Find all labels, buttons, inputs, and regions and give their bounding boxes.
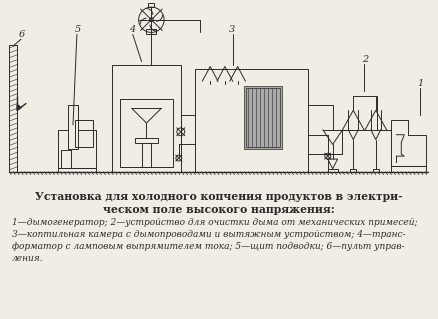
Bar [350,169,356,172]
Bar [146,29,156,34]
Text: 1—дымогенератор; 2—устройство для очистки дыма от механических примесей;: 1—дымогенератор; 2—устройство для очистк… [12,219,418,227]
Bar [9,45,17,172]
Bar [120,99,173,167]
Bar [247,88,280,147]
Bar [135,137,158,143]
Text: ления.: ления. [12,254,44,263]
Bar [75,120,92,147]
Text: форматор с ламповым выпрямителем тока; 5—щит подводки; 6—пульт управ-: форматор с ламповым выпрямителем тока; 5… [12,242,405,251]
Text: 3: 3 [229,26,235,34]
Bar [58,168,95,172]
Text: ческом поле высокого напряжения:: ческом поле высокого напряжения: [103,204,335,215]
Polygon shape [17,105,21,110]
Text: 1: 1 [418,79,424,88]
Text: Установка для холодного копчения продуктов в электри-: Установка для холодного копчения продукт… [35,190,403,202]
Text: 4: 4 [129,26,135,34]
Bar [112,64,181,172]
Bar [244,86,282,149]
Text: 5: 5 [75,26,81,34]
Bar [141,143,152,167]
Text: 2: 2 [362,55,368,64]
Bar [328,169,338,172]
Bar [392,166,426,172]
Bar [148,3,154,7]
Bar [61,150,71,168]
Bar [373,169,379,172]
Text: 6: 6 [19,30,25,39]
Bar [195,70,308,172]
Text: 3—коптильная камера с дымопроводами и вытяжным устройством; 4—транс-: 3—коптильная камера с дымопроводами и вы… [12,230,406,239]
